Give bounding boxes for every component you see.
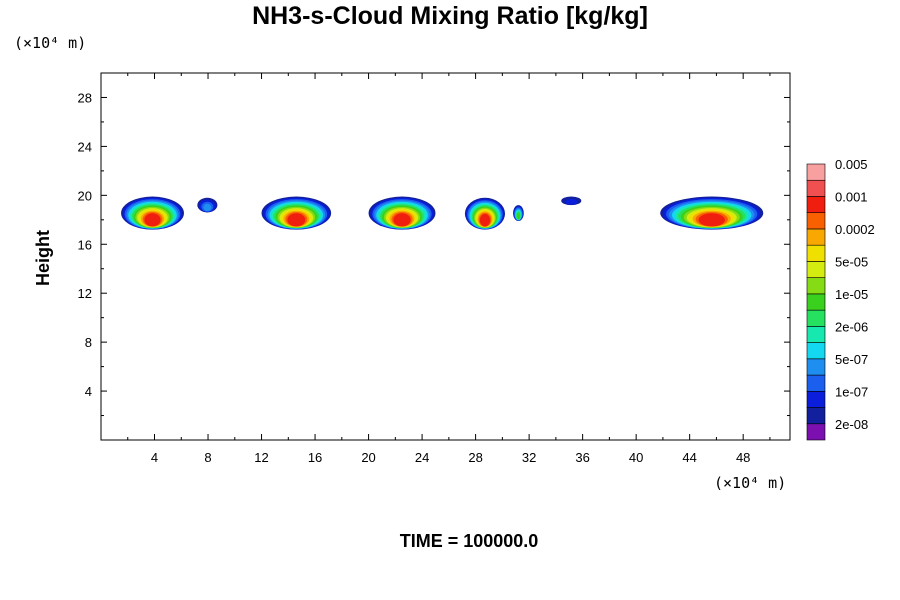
y-tick-label: 28: [78, 90, 92, 105]
y-tick-label: 24: [78, 139, 92, 154]
colorbar-swatch: [806, 293, 826, 311]
colorbar-swatch: [806, 212, 826, 230]
cloud-blob: [565, 198, 578, 205]
cloud-blob: [479, 213, 491, 227]
plot-frame: [100, 72, 791, 441]
y-axis: 4 8 12 16 20 24 28: [78, 90, 790, 417]
colorbar-swatch: [806, 277, 826, 295]
cloud-blob: [698, 213, 725, 227]
colorbar-label: 2e-08: [835, 417, 868, 432]
colorbar-label: 0.001: [835, 189, 868, 204]
x-axis: 4 8 12 16 20 24 28 32 36 40 44 48: [127, 73, 771, 465]
colorbar: 2e-08 1e-07 5e-07 2e-06 1e-05 5e-05 0.0002 0.00…: [806, 157, 875, 441]
cloud-blob: [393, 213, 411, 227]
time-label: TIME = 100000.0: [399, 531, 539, 551]
x-tick-label: 32: [522, 450, 536, 465]
y-unit-label: (×10⁴ m): [14, 34, 86, 52]
cloud-blob: [144, 213, 161, 227]
cloud-blob: [287, 213, 306, 227]
colorbar-label: 2e-06: [835, 319, 868, 334]
x-tick-label: 36: [575, 450, 589, 465]
colorbar-swatch: [806, 407, 826, 425]
x-tick-label: 8: [204, 450, 211, 465]
colorbar-swatch: [806, 163, 826, 181]
colorbar-label: 1e-07: [835, 384, 868, 399]
colorbar-swatch: [806, 261, 826, 278]
x-tick-label: 4: [151, 450, 158, 465]
x-tick-label: 40: [629, 450, 643, 465]
colorbar-swatch: [806, 326, 826, 343]
x-tick-label: 20: [361, 450, 375, 465]
colorbar-swatch: [806, 179, 826, 197]
colorbar-swatch: [806, 342, 826, 360]
colorbar-swatch: [806, 228, 826, 246]
cloud-blob: [516, 212, 521, 220]
colorbar-swatch: [806, 244, 826, 262]
cloud-blob: [203, 203, 212, 212]
colorbar-swatch: [806, 423, 826, 441]
y-tick-label: 4: [85, 384, 92, 399]
y-tick-label: 16: [78, 237, 92, 252]
y-axis-title: Height: [33, 230, 53, 286]
colorbar-swatch: [806, 309, 826, 327]
colorbar-swatch: [806, 390, 826, 408]
colorbar-swatch: [806, 374, 826, 392]
y-tick-label: 20: [78, 188, 92, 203]
x-tick-label: 28: [468, 450, 482, 465]
x-tick-label: 44: [682, 450, 696, 465]
colorbar-label: 5e-05: [835, 254, 868, 269]
cloud-field: [121, 196, 764, 230]
x-tick-label: 16: [308, 450, 322, 465]
x-unit-label: (×10⁴ m): [714, 474, 786, 492]
y-tick-label: 8: [85, 335, 92, 350]
y-tick-label: 12: [78, 286, 92, 301]
colorbar-label: 0.0002: [835, 222, 875, 237]
colorbar-swatch: [806, 196, 826, 214]
x-tick-label: 24: [415, 450, 429, 465]
colorbar-label: 5e-07: [835, 352, 868, 367]
x-tick-label: 12: [254, 450, 268, 465]
colorbar-swatch: [806, 358, 826, 376]
chart-title: NH3-s-Cloud Mixing Ratio [kg/kg]: [252, 2, 648, 30]
colorbar-label: 1e-05: [835, 287, 868, 302]
x-tick-label: 48: [736, 450, 750, 465]
colorbar-label: 0.005: [835, 157, 868, 172]
